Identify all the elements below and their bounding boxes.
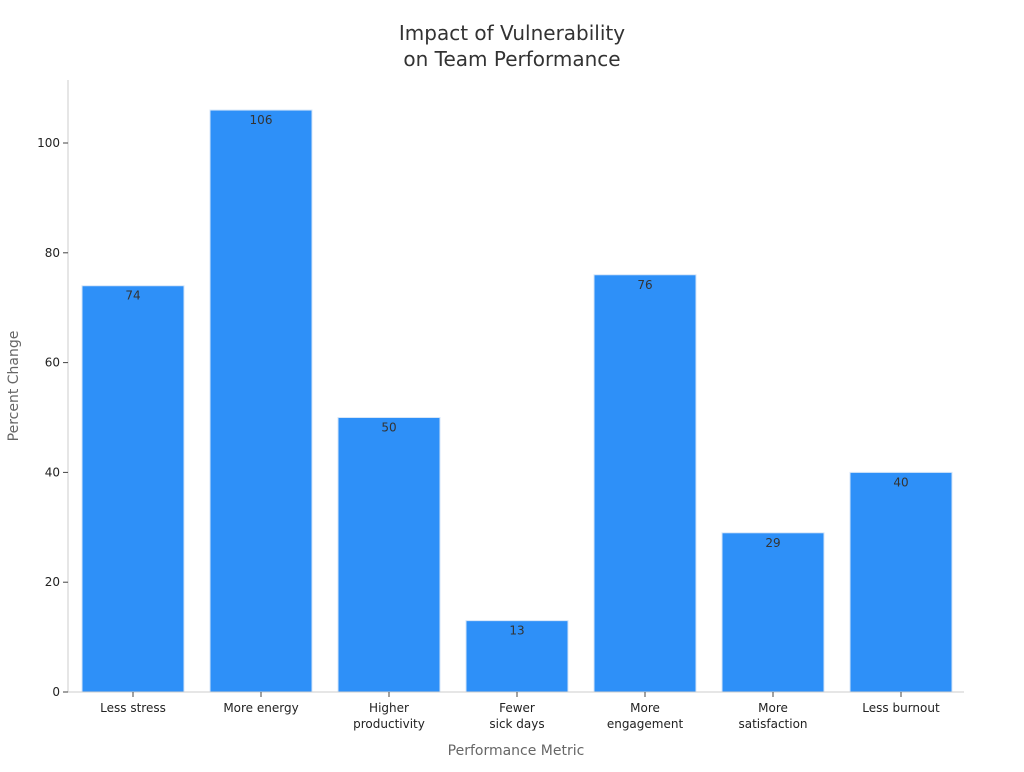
x-tick-label-line: Higher <box>369 701 409 715</box>
x-tick-label: More energy <box>223 701 298 715</box>
bar <box>849 471 953 693</box>
x-tick-label-line: engagement <box>607 717 684 731</box>
x-tick-label: Less stress <box>100 701 166 715</box>
y-tick-label: 0 <box>52 685 60 699</box>
y-tick-label: 40 <box>45 465 60 479</box>
x-tick-label: Fewer sick days <box>489 701 544 731</box>
y-axis-label: Percent Change <box>6 331 22 442</box>
x-tick-label-line: Less burnout <box>862 701 940 715</box>
x-tick-label-line: satisfaction <box>738 717 807 731</box>
bar-value-label: 76 <box>637 278 652 292</box>
bar-value-label: 74 <box>125 289 140 303</box>
x-tick-label-line: More energy <box>223 701 298 715</box>
x-tick-label-line: sick days <box>489 717 544 731</box>
x-tick-label-line: More <box>630 701 660 715</box>
x-tick-label: Less burnout <box>862 701 940 715</box>
bar <box>465 620 569 693</box>
bar <box>593 274 697 693</box>
bar-value-label: 13 <box>509 624 524 638</box>
bar-value-label: 29 <box>765 536 780 550</box>
x-tick-label-line: productivity <box>353 717 425 731</box>
chart-title-line-1: Impact of Vulnerability <box>399 21 625 45</box>
bar-value-label: 40 <box>893 475 908 489</box>
y-tick-label: 60 <box>45 356 60 370</box>
x-tick-label: More satisfaction <box>738 701 807 731</box>
x-tick-label-line: Fewer <box>499 701 535 715</box>
bar <box>721 532 825 693</box>
x-axis-label: Performance Metric <box>448 743 585 759</box>
bar-value-label: 50 <box>381 421 396 435</box>
y-tick-label: 20 <box>45 575 60 589</box>
bar <box>209 109 313 693</box>
x-tick-label: Higher productivity <box>353 701 425 731</box>
x-tick-label-line: Less stress <box>100 701 166 715</box>
bar <box>337 417 441 693</box>
axes-group: 0 20 40 60 80 100 Less stress More energy Higher… <box>37 80 964 731</box>
x-tick-label: More engagement <box>607 701 684 731</box>
chart-title-line-2: on Team Performance <box>403 47 620 71</box>
y-tick-label: 80 <box>45 246 60 260</box>
bar <box>81 285 185 693</box>
y-tick-label: 100 <box>37 136 60 150</box>
x-tick-label-line: More <box>758 701 788 715</box>
bars-group: 74 106 50 13 76 29 40 <box>81 109 953 693</box>
bar-value-label: 106 <box>250 113 273 127</box>
